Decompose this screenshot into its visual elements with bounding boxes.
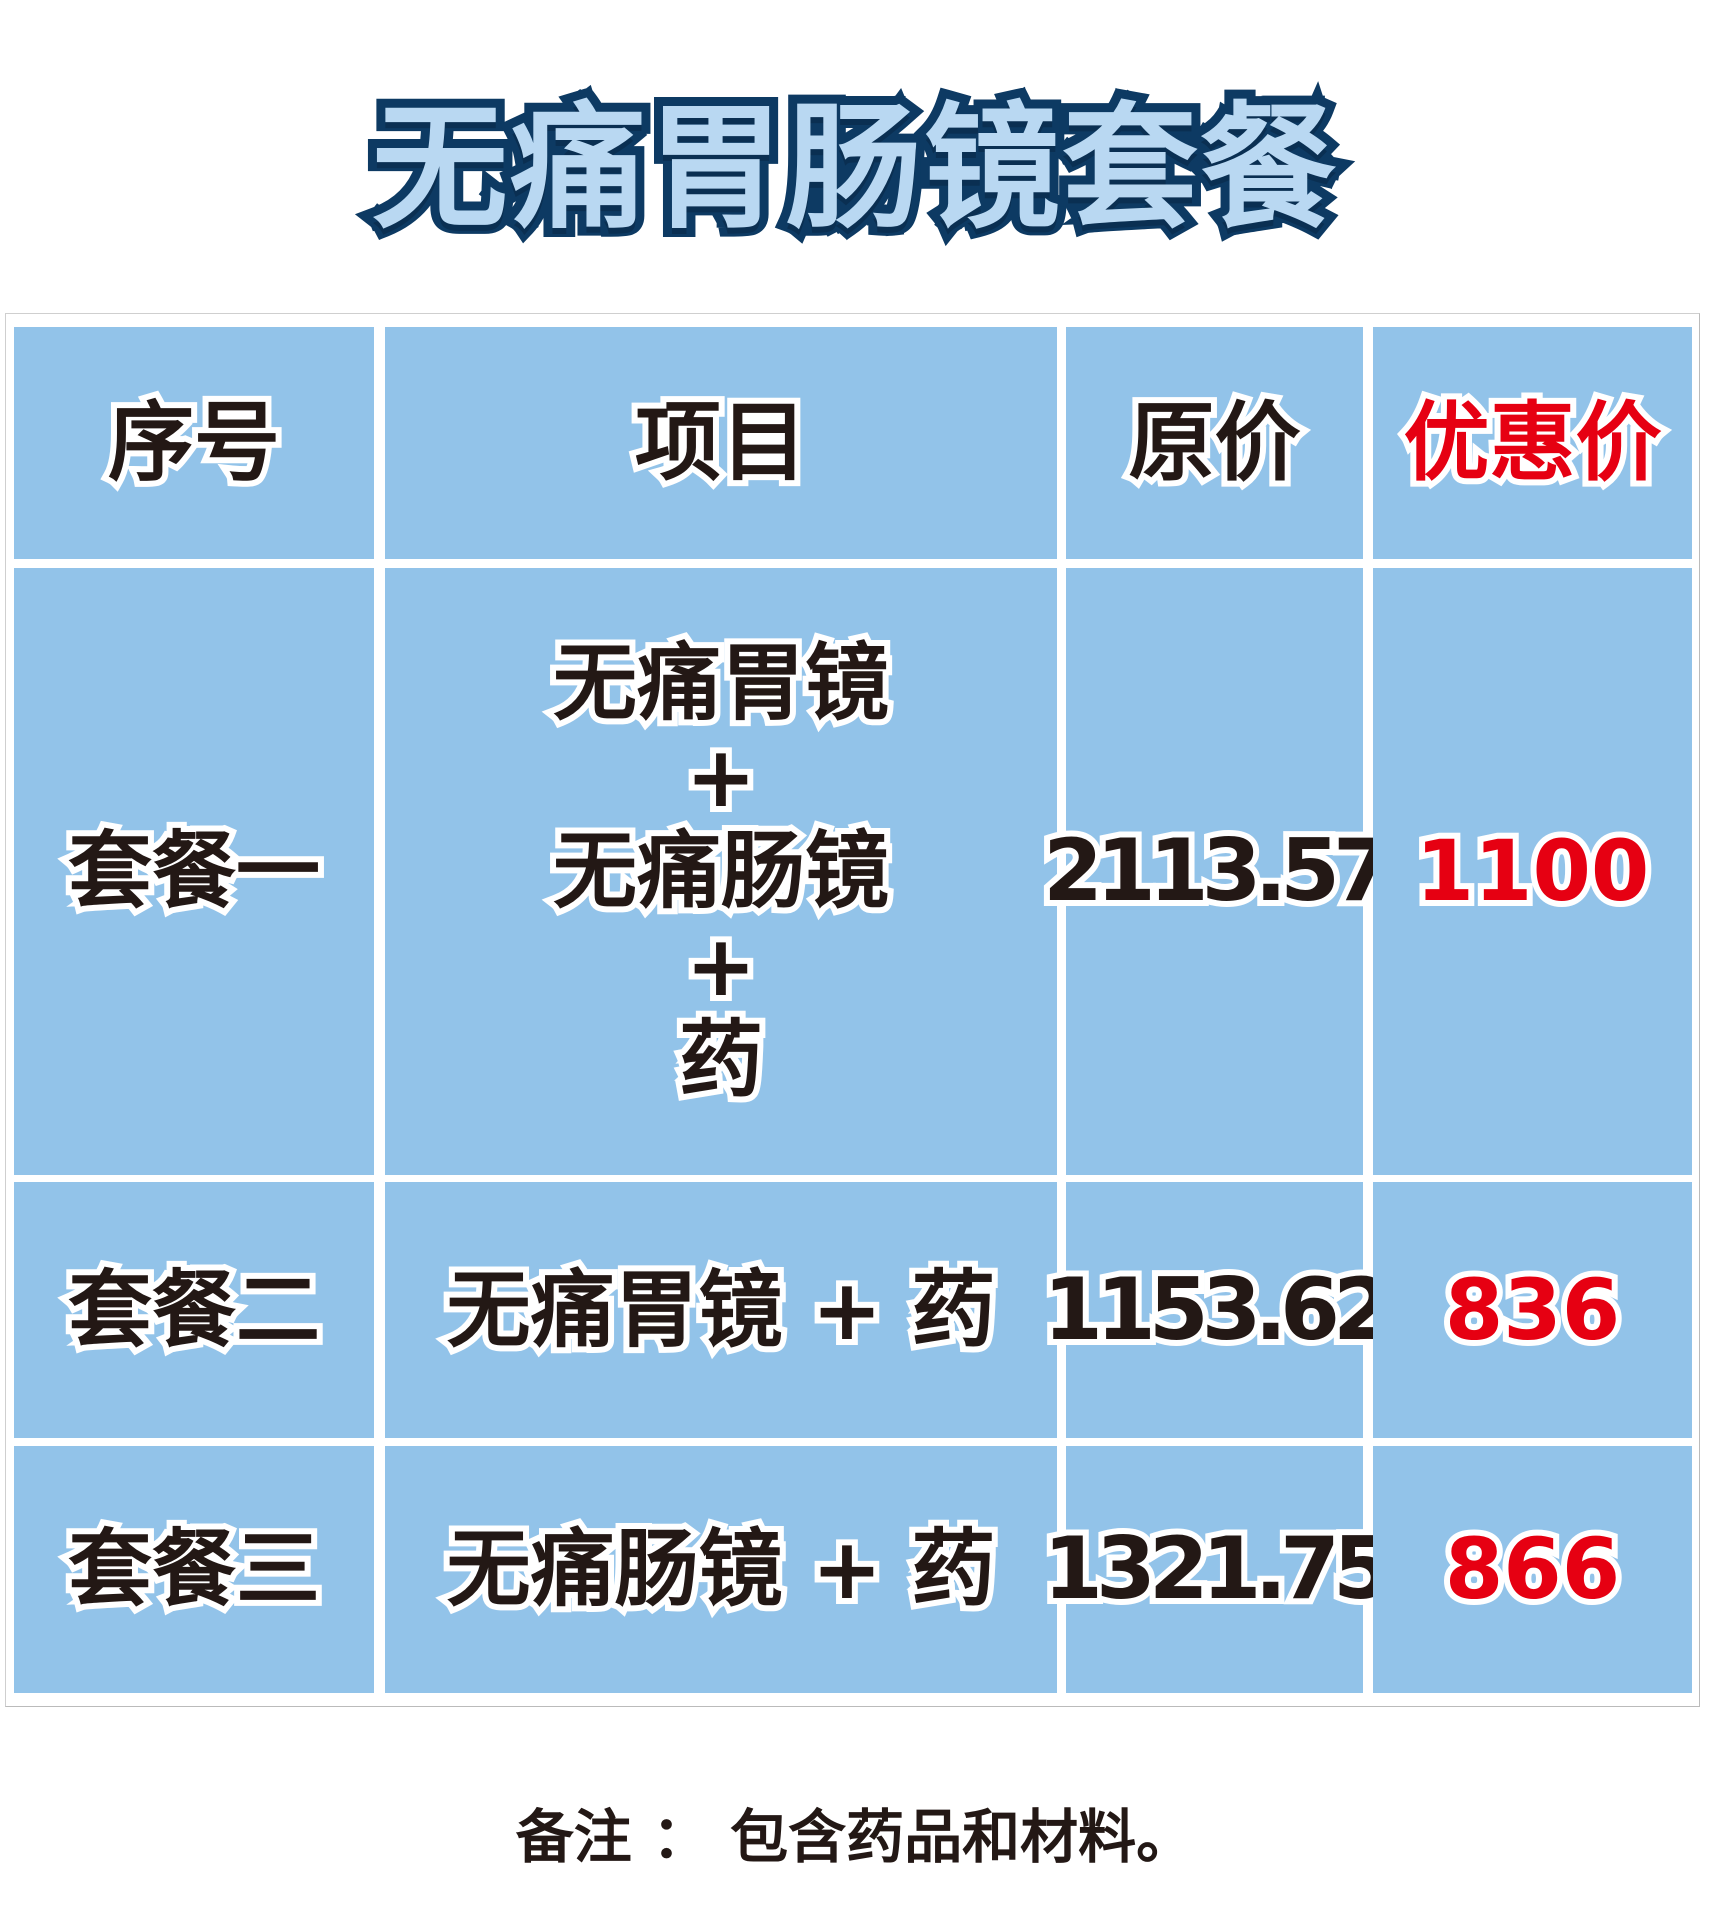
item-line: 无痛胃镜 + 药 <box>441 1257 1002 1363</box>
table-row-2-original-price: 1153.62 <box>1037 1182 1399 1438</box>
item-line: 无痛肠镜 <box>547 818 895 924</box>
discount-price: 866 <box>1439 1516 1626 1622</box>
item-line: 无痛胃镜 <box>547 630 895 736</box>
header-label: 优惠价 <box>1398 389 1668 498</box>
header-cell-discount-price: 优惠价 <box>1373 327 1692 559</box>
header-cell-index: 序号 <box>14 327 374 559</box>
table-row-1-discount-price: 1100 <box>1373 568 1692 1175</box>
header-cell-original-price: 原价 <box>1066 327 1363 559</box>
original-price: 2113.57 <box>1037 817 1399 926</box>
table-row-3-items: 无痛肠镜 + 药 <box>385 1446 1057 1693</box>
package-name: 套餐三 <box>62 1516 326 1622</box>
table-row-1-original-price: 2113.57 <box>1037 568 1399 1175</box>
header-label: 项目 <box>629 389 813 498</box>
discount-price: 836 <box>1439 1257 1626 1363</box>
discount-price: 1100 <box>1410 818 1656 924</box>
table-row-2-discount-price: 836 <box>1373 1182 1692 1438</box>
original-price: 1153.62 <box>1037 1256 1399 1365</box>
table-row-3-name: 套餐三 <box>14 1446 374 1693</box>
table-row-1-name: 套餐一 <box>14 568 374 1175</box>
plus-sign: + <box>680 912 762 1018</box>
price-table <box>5 313 1700 1707</box>
plus-sign: + <box>680 724 762 830</box>
page-title: 无痛胃肠镜套餐 <box>363 81 1345 257</box>
footnote: 备注 ： 包含药品和材料。 <box>515 1803 1195 1871</box>
header-label: 序号 <box>102 389 286 498</box>
header-label: 原价 <box>1123 389 1307 498</box>
header-cell-item: 项目 <box>385 327 1057 559</box>
table-row-2-items: 无痛胃镜 + 药 <box>385 1182 1057 1438</box>
table-row-1-items: 无痛胃镜 + 无痛肠镜 + 药 <box>385 568 1057 1175</box>
table-row-3-discount-price: 866 <box>1373 1446 1692 1693</box>
package-name: 套餐一 <box>62 818 326 924</box>
table-row-2-name: 套餐二 <box>14 1182 374 1438</box>
original-price: 1321.75 <box>1037 1515 1399 1624</box>
table-row-3-original-price: 1321.75 <box>1037 1446 1399 1693</box>
item-line: 无痛肠镜 + 药 <box>441 1516 1002 1622</box>
item-line: 药 <box>673 1007 769 1113</box>
package-name: 套餐二 <box>62 1257 326 1363</box>
